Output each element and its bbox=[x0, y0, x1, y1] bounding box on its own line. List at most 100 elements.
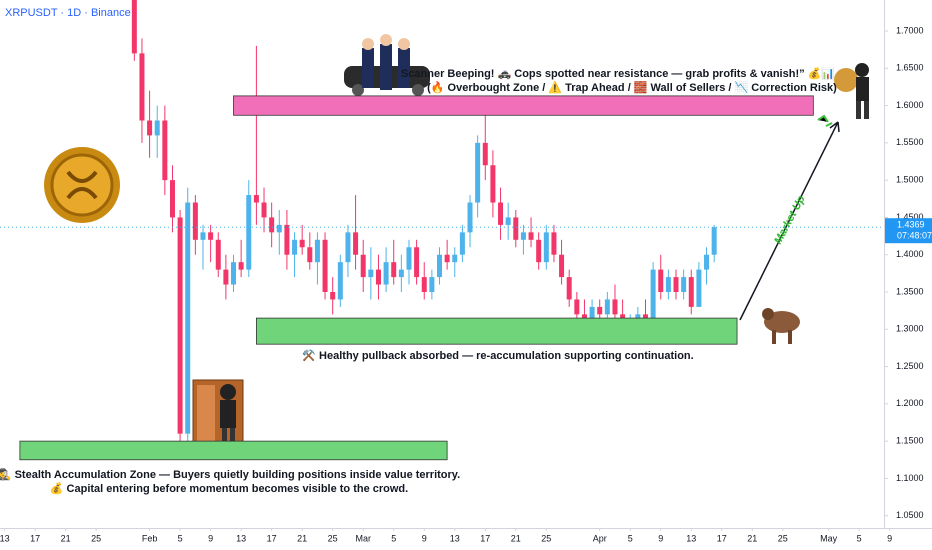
candle-body bbox=[368, 269, 374, 278]
x-tick-label: 13 bbox=[686, 533, 696, 543]
annotation: Scanner Beeping! 🚓 Cops spotted near res… bbox=[401, 67, 835, 80]
x-tick-label: Mar bbox=[355, 533, 371, 543]
candle-body bbox=[322, 239, 328, 292]
candle-body bbox=[513, 217, 519, 240]
candle-body bbox=[314, 239, 320, 263]
candle-body bbox=[444, 254, 450, 263]
x-tick-label: 21 bbox=[297, 533, 307, 543]
x-tick-label: 13 bbox=[450, 533, 460, 543]
x-tick-label: May bbox=[820, 533, 838, 543]
candle-body bbox=[604, 299, 610, 315]
arrow-head bbox=[829, 121, 840, 133]
candle-body bbox=[276, 224, 282, 233]
y-tick-label: 1.4000 bbox=[896, 249, 924, 259]
x-tick-label: 13 bbox=[236, 533, 246, 543]
candle-body bbox=[192, 202, 198, 240]
candle-body bbox=[490, 165, 496, 203]
candle-body bbox=[597, 306, 603, 315]
candle-body bbox=[681, 277, 687, 292]
x-tick-label: Feb bbox=[142, 533, 158, 543]
candle-body bbox=[261, 202, 267, 218]
candle-body bbox=[673, 277, 679, 292]
x-tick-label: 25 bbox=[541, 533, 551, 543]
candle-body bbox=[253, 195, 259, 203]
candle-body bbox=[383, 262, 389, 285]
x-tick-label: 9 bbox=[658, 533, 663, 543]
x-tick-label: 21 bbox=[747, 533, 757, 543]
annotation: ⚒️ Healthy pullback absorbed — re-accumu… bbox=[302, 349, 693, 362]
x-tick-label: Apr bbox=[593, 533, 607, 543]
candle-body bbox=[177, 217, 183, 434]
candle-body bbox=[162, 120, 168, 181]
y-tick-label: 1.3000 bbox=[896, 324, 924, 334]
x-tick-label: 9 bbox=[422, 533, 427, 543]
candle-body bbox=[231, 262, 237, 285]
candle-body bbox=[467, 202, 473, 233]
candle-body bbox=[406, 247, 412, 270]
candle-body bbox=[398, 269, 404, 278]
police-illustration bbox=[344, 34, 430, 96]
candle-body bbox=[475, 142, 481, 203]
zone bbox=[19, 440, 448, 461]
x-tick-label: 5 bbox=[857, 533, 862, 543]
candle-body bbox=[520, 232, 526, 240]
x-tick-label: 25 bbox=[778, 533, 788, 543]
chart-title: XRPUSDT · 1D · Binance bbox=[5, 7, 131, 19]
x-tick-label: 9 bbox=[208, 533, 213, 543]
candle-body bbox=[200, 232, 206, 240]
zone bbox=[233, 95, 814, 116]
bull-illustration bbox=[762, 308, 800, 344]
candle-body bbox=[711, 227, 717, 255]
x-tick-label: 13 bbox=[0, 533, 10, 543]
candle-body bbox=[498, 202, 504, 225]
candle-body bbox=[688, 277, 694, 307]
annotation: 🕵️ Stealth Accumulation Zone — Buyers qu… bbox=[0, 468, 460, 481]
candle-body bbox=[437, 254, 442, 278]
candle-body bbox=[391, 262, 397, 278]
last-price-box bbox=[885, 218, 932, 244]
zone bbox=[255, 317, 738, 345]
candle-body bbox=[452, 254, 458, 263]
candle-body bbox=[665, 277, 671, 292]
candle-body bbox=[154, 120, 160, 136]
x-tick-label: 25 bbox=[91, 533, 101, 543]
candle-body bbox=[574, 299, 580, 315]
candle-body bbox=[612, 299, 618, 315]
candle-body bbox=[528, 232, 534, 240]
candle-body bbox=[131, 0, 137, 54]
x-tick-label: 9 bbox=[887, 533, 892, 543]
money-thief-illustration bbox=[817, 63, 869, 127]
candle-body bbox=[307, 247, 313, 263]
y-tick-label: 1.3500 bbox=[896, 286, 924, 296]
candle-body bbox=[147, 120, 153, 136]
candle-body bbox=[650, 269, 656, 322]
x-tick-label: 21 bbox=[511, 533, 521, 543]
x-tick-label: 17 bbox=[717, 533, 727, 543]
x-tick-label: 17 bbox=[480, 533, 490, 543]
x-tick-label: 25 bbox=[328, 533, 338, 543]
y-tick-label: 1.2000 bbox=[896, 398, 924, 408]
candle-body bbox=[238, 262, 244, 270]
candle-body bbox=[482, 142, 488, 166]
x-tick-label: 21 bbox=[61, 533, 71, 543]
candle-body bbox=[459, 232, 465, 255]
candle-body bbox=[337, 262, 343, 300]
y-tick-label: 1.1000 bbox=[896, 473, 924, 483]
x-tick-label: 5 bbox=[391, 533, 396, 543]
plot-area bbox=[131, 0, 717, 457]
candle-body bbox=[139, 53, 145, 121]
y-tick-label: 1.5000 bbox=[896, 175, 924, 185]
candle-body bbox=[696, 269, 702, 307]
y-tick-label: 1.7000 bbox=[896, 25, 924, 35]
y-tick-label: 1.4500 bbox=[896, 212, 924, 222]
candle-body bbox=[559, 254, 565, 278]
candle-body bbox=[185, 202, 191, 434]
candle-body bbox=[269, 217, 275, 233]
candle-body bbox=[536, 239, 542, 263]
candle-body bbox=[330, 291, 336, 300]
last-price-label: 1.4369 bbox=[897, 220, 925, 230]
y-tick-label: 1.5500 bbox=[896, 137, 924, 147]
candle-body bbox=[375, 269, 381, 285]
countdown-label: 07:48:07 bbox=[897, 231, 932, 241]
